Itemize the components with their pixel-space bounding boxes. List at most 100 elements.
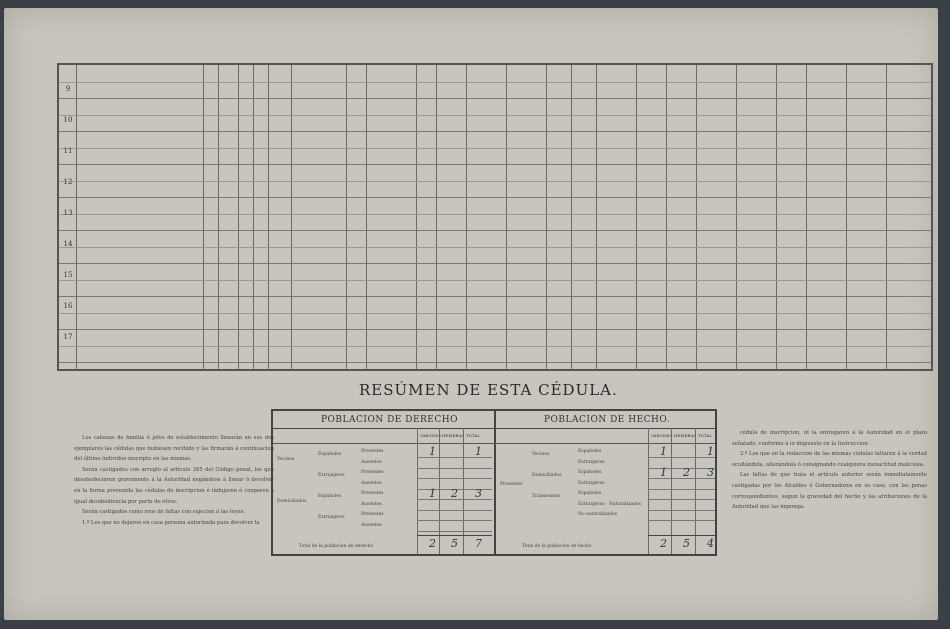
derecho-row-subgroup-label: Españoles (318, 452, 342, 457)
derecho-cell-value: 3 (475, 487, 482, 500)
row-number: 16 (63, 302, 73, 310)
hecho-cell-line (648, 467, 715, 469)
grid-column-line (506, 65, 507, 369)
derecho-cell-value: 1 (429, 445, 436, 458)
hecho-column-line (695, 428, 696, 554)
summary-table: POBLACION DE DERECHO VARONES HEMBRAS TOTAL V… (271, 409, 717, 556)
instruction-paragraph: 2.º Los que en la redaccion de las misma… (732, 451, 927, 468)
column-header-line (273, 443, 715, 444)
hecho-column-line (648, 428, 649, 554)
derecho-column-header: VARONES (420, 433, 441, 438)
hecho-total-label: Total de la poblacion de hecho (522, 544, 592, 549)
hecho-row-label: Españoles (578, 449, 602, 454)
grid-row-line (59, 312, 931, 314)
grid-row-line (59, 81, 931, 83)
derecho-cell-value: 2 (451, 487, 458, 500)
grid-column-line (253, 65, 254, 369)
grid-row-line (59, 263, 931, 264)
grid-column-line (806, 65, 807, 369)
hecho-cell-value: 1 (660, 466, 667, 479)
hecho-row-subgroup-label: Transeuntes (532, 494, 561, 499)
left-instructions: Los cabezas de familia ó jefes de establ… (74, 433, 274, 528)
hecho-cell-value: 1 (660, 445, 667, 458)
census-sheet: 9 10 11 12 13 14 15 16 17 RESÚMEN DE ESTA CÉDULA… (4, 8, 938, 620)
hecho-cell-line (648, 488, 715, 490)
row-number: 15 (63, 271, 73, 279)
hecho-row-label: Extranjeros (578, 459, 605, 465)
grid-row-line (59, 114, 931, 116)
derecho-total-label: Total de la poblacion de derecho (299, 544, 374, 549)
derecho-column-line (439, 428, 440, 554)
row-number: 11 (63, 147, 73, 155)
grid-row-line (59, 246, 931, 248)
hecho-cell-line (648, 509, 715, 511)
hecho-row-group-label: Presentes (500, 482, 523, 487)
grid-column-line (203, 65, 204, 369)
grid-row-line (59, 180, 931, 182)
grid-column-line (886, 65, 887, 369)
row-number: 10 (63, 116, 73, 124)
grid-column-line (696, 65, 697, 369)
hecho-column-header: HEMBRAS (674, 433, 697, 438)
derecho-row-group-label: Domiciliados (277, 499, 307, 504)
right-instructions: cédula de inscripcion, ni la entregaren … (732, 428, 927, 513)
instruction-paragraph: Serán castigados con arreglo al artículo… (74, 466, 274, 505)
grid-column-line (846, 65, 847, 369)
derecho-total-value: 7 (475, 537, 482, 550)
census-grid-table: 9 10 11 12 13 14 15 16 17 (57, 63, 933, 371)
grid-column-line (736, 65, 737, 369)
grid-column-line (546, 65, 547, 369)
grid-row-line (59, 296, 931, 297)
derecho-row-label: Ausentes (361, 480, 382, 486)
grid-row-line (59, 345, 931, 347)
hecho-column-line (671, 428, 672, 554)
derecho-cell-line (417, 530, 492, 532)
hecho-column-header: VARONES (651, 433, 672, 438)
row-number: 14 (63, 240, 73, 248)
derecho-row-label: Presentes (361, 470, 384, 475)
derecho-row-subgroup-label: Españoles (318, 494, 342, 499)
derecho-cell-line (417, 457, 492, 458)
grid-column-line (268, 65, 269, 369)
hecho-header: POBLACION DE HECHO. (544, 415, 671, 425)
hecho-column-header: TOTAL (698, 433, 712, 438)
derecho-column-line (463, 428, 464, 554)
grid-row-line (59, 279, 931, 281)
grid-column-line (571, 65, 572, 369)
grid-column-line (596, 65, 597, 369)
grid-row-line (59, 164, 931, 165)
summary-title: RESÚMEN DE ESTA CÉDULA. (359, 381, 618, 399)
hecho-row-label: Españoles (578, 470, 602, 475)
grid-column-line (346, 65, 347, 369)
instruction-paragraph: Las faltas de que trata el artículo ante… (732, 472, 927, 511)
grid-row-line (59, 230, 931, 231)
derecho-cell-line (417, 478, 492, 479)
hecho-row-subgroup-label: Vecinos (532, 452, 550, 457)
derecho-row-label: Ausentes (361, 522, 382, 528)
hecho-total-value: 4 (707, 537, 714, 550)
grid-row-line (59, 329, 931, 330)
hecho-cell-line (648, 520, 715, 521)
grid-column-line (416, 65, 417, 369)
instruction-paragraph: Serán castigados como reos de faltas con… (82, 509, 245, 516)
derecho-cell-line (417, 499, 492, 500)
grid-row-line (59, 131, 931, 132)
instruction-paragraph: cédula de inscripcion, ni la entregaren … (732, 430, 927, 447)
hecho-cell-value: 1 (707, 445, 714, 458)
derecho-cell-value: 1 (475, 445, 482, 458)
grid-row-line (59, 197, 931, 198)
derecho-column-header: TOTAL (466, 433, 480, 438)
hecho-cell-line (648, 478, 715, 479)
grid-column-line (436, 65, 437, 369)
derecho-cell-line (417, 520, 492, 521)
grid-column-line (218, 65, 219, 369)
grid-column-line (776, 65, 777, 369)
grid-column-line (366, 65, 367, 369)
row-number: 13 (63, 209, 73, 217)
derecho-cell-value: 1 (429, 487, 436, 500)
derecho-row-label: Presentes (361, 491, 384, 496)
grid-column-line (666, 65, 667, 369)
derecho-row-group-label: Vecinos (277, 457, 295, 462)
instruction-paragraph: 1.º Los que no dejaren en casa persona a… (82, 519, 260, 526)
hecho-row-label: Extranjeros · Naturalizados (578, 501, 641, 507)
